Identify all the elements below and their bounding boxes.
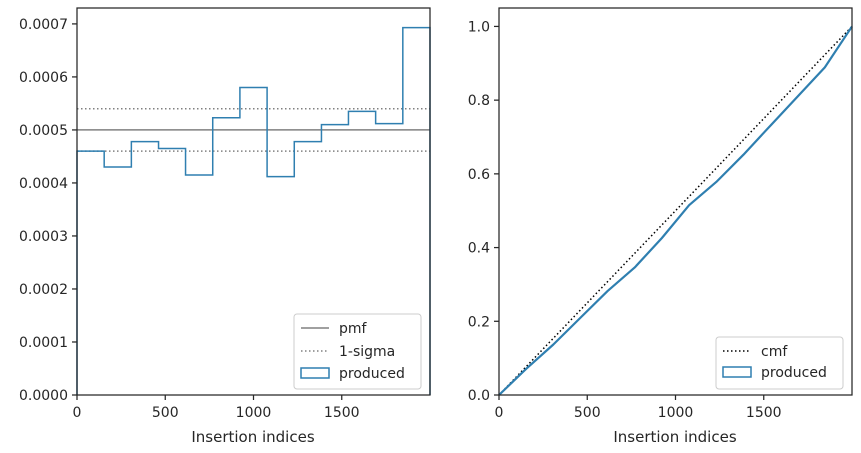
y-tick-label: 0.0001 [19,335,68,351]
y-tick-label: 0.0005 [19,123,68,139]
cumulative-panel: 0 500 1000 1500 0.0 0.2 0.4 0.6 0.8 1.0 Insertio… [468,7,853,446]
legend-cmf-label: cmf [761,344,788,360]
produced-histogram [76,26,431,395]
legend-produced-swatch [300,367,330,379]
y-tick-label: 0.0006 [19,70,68,86]
cumulative-series [498,25,853,396]
y-tick-label: 0.2 [468,314,490,330]
cumulative-reference-lines [498,25,853,396]
cumulative-x-ticks: 0 500 1000 1500 [495,395,782,421]
x-tick-label: 0 [73,405,82,421]
x-tick-label: 1500 [746,405,782,421]
x-tick-label: 1000 [658,405,694,421]
x-tick-label: 1000 [236,405,272,421]
cmf-line [498,25,853,396]
histogram-reference-lines [77,107,430,152]
histogram-series [76,26,431,395]
x-tick-label: 1500 [324,405,360,421]
histogram-legend: pmf 1-sigma produced [293,313,422,390]
y-tick-label: 0.4 [468,241,490,257]
histogram-y-ticks: 0.0000 0.0001 0.0002 0.0003 0.0004 0.0005 0.00… [19,17,77,404]
y-tick-label: 0.0004 [19,176,68,192]
y-tick-label: 0.0 [468,388,490,404]
legend-produced-label: produced [339,366,405,382]
y-tick-label: 0.0003 [19,229,68,245]
y-tick-label: 1.0 [468,19,490,35]
cumulative-y-ticks: 0.0 0.2 0.4 0.6 0.8 1.0 [468,19,499,404]
y-tick-label: 0.0000 [19,388,68,404]
x-tick-label: 500 [574,405,601,421]
histogram-x-axis-label: Insertion indices [191,428,314,446]
legend-produced-label: produced [761,365,827,381]
y-tick-label: 0.6 [468,167,490,183]
x-tick-label: 0 [495,405,504,421]
x-tick-label: 500 [152,405,179,421]
legend-1-sigma-label: 1-sigma [339,344,395,360]
legend-pmf-label: pmf [339,321,368,337]
produced-cumulative-line [498,25,853,396]
cumulative-x-axis-label: Insertion indices [613,428,736,446]
histogram-panel: 0 500 1000 1500 0.00000.00010.00020.00030.0… [19,7,431,446]
y-tick-label: 0.0002 [19,282,68,298]
cumulative-legend: cmf produced [715,336,844,390]
histogram-x-ticks: 0 500 1000 1500 [73,395,360,421]
legend-produced-swatch [722,366,752,378]
histogram-legend-box [293,313,422,390]
cumulative-legend-box [715,336,844,390]
y-tick-label: 0.0007 [19,17,68,33]
y-tick-label: 0.8 [468,93,490,109]
